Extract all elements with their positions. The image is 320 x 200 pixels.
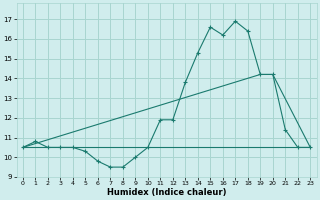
X-axis label: Humidex (Indice chaleur): Humidex (Indice chaleur) (107, 188, 226, 197)
